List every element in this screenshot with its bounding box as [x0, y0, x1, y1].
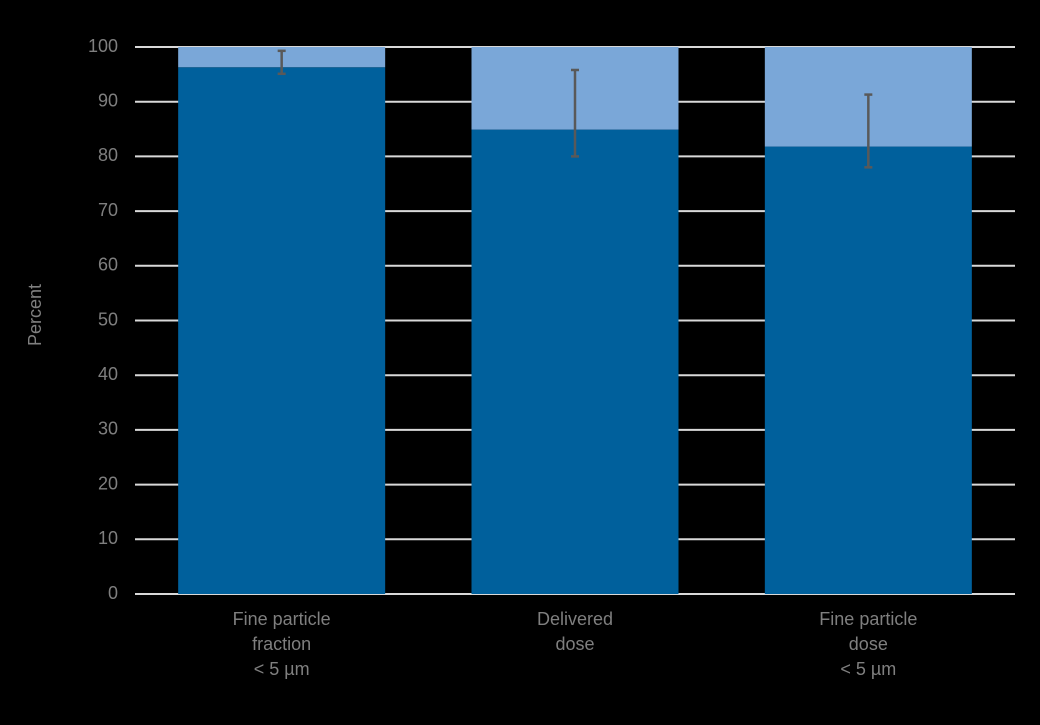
bar-segment — [471, 129, 679, 595]
x-tick-label: Fine particle — [233, 609, 331, 629]
x-tick-label: dose — [849, 634, 888, 654]
x-tick-label: dose — [555, 634, 594, 654]
x-tick-label: < 5 µm — [840, 659, 896, 679]
bar-segment — [764, 146, 972, 594]
x-tick-label: < 5 µm — [254, 659, 310, 679]
y-tick-label: 40 — [98, 364, 118, 384]
y-tick-label: 0 — [108, 583, 118, 603]
y-tick-label: 100 — [88, 36, 118, 56]
error-bar — [864, 93, 873, 169]
y-tick-label: 20 — [98, 473, 118, 493]
x-tick-label: Delivered — [537, 609, 613, 629]
y-tick-label: 80 — [98, 145, 118, 165]
y-tick-label: 60 — [98, 255, 118, 275]
y-tick-label: 30 — [98, 419, 118, 439]
x-tick-label: fraction — [252, 634, 311, 654]
y-axis-label: Percent — [25, 284, 45, 346]
y-tick-label: 10 — [98, 528, 118, 548]
bar-segment — [178, 67, 386, 594]
error-bar — [571, 68, 579, 158]
error-bar — [277, 49, 286, 76]
y-tick-label: 70 — [98, 200, 118, 220]
y-tick-label: 50 — [98, 309, 118, 329]
y-tick-label: 90 — [98, 90, 118, 110]
x-tick-label: Fine particle — [819, 609, 917, 629]
